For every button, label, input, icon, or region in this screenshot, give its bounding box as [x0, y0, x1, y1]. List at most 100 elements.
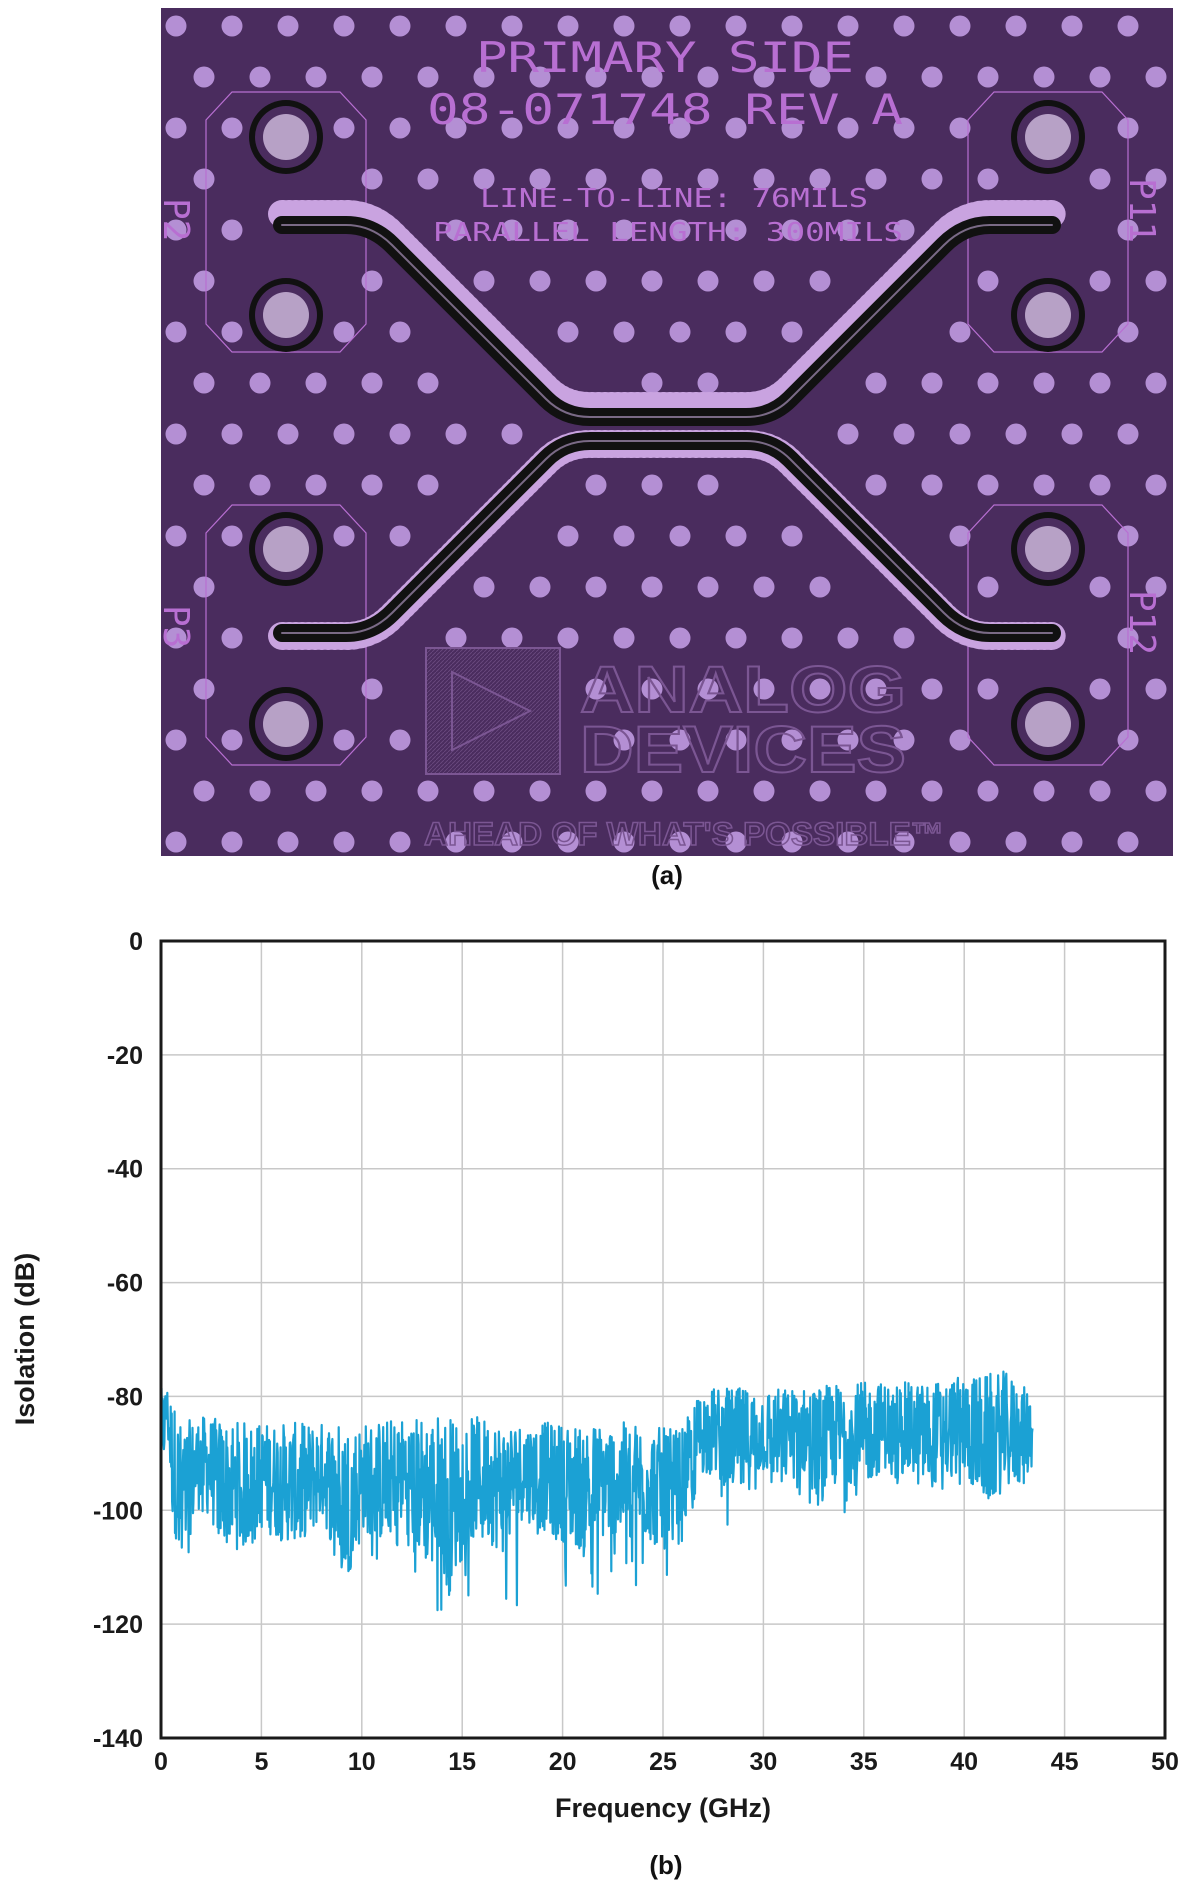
- port-label-p12: P12: [1121, 590, 1162, 655]
- via: [921, 168, 943, 190]
- via: [977, 474, 999, 496]
- via: [613, 627, 635, 649]
- pcb-note-line1: LINE-TO-LINE: 76MILS: [480, 184, 868, 214]
- via: [837, 729, 859, 751]
- via: [277, 15, 299, 37]
- via: [641, 576, 663, 598]
- via: [529, 168, 551, 190]
- via: [165, 423, 187, 445]
- via: [725, 831, 747, 853]
- via: [893, 729, 915, 751]
- via: [809, 678, 831, 700]
- via: [809, 270, 831, 292]
- via: [193, 678, 215, 700]
- y-tick-label: -120: [93, 1611, 143, 1639]
- via: [557, 321, 579, 343]
- via: [389, 15, 411, 37]
- via: [669, 831, 691, 853]
- via: [921, 678, 943, 700]
- via: [165, 15, 187, 37]
- port-outline-p11: [967, 91, 1129, 353]
- via: [893, 627, 915, 649]
- via: [165, 219, 187, 241]
- via: [1145, 372, 1167, 394]
- via: [1145, 678, 1167, 700]
- via: [165, 525, 187, 547]
- y-axis-label: Isolation (dB): [10, 1253, 40, 1425]
- via: [221, 117, 243, 139]
- via: [865, 372, 887, 394]
- via: [333, 117, 355, 139]
- y-tick-label: -80: [107, 1383, 143, 1411]
- via: [445, 117, 467, 139]
- via: [1033, 66, 1055, 88]
- via: [613, 525, 635, 547]
- via: [1117, 729, 1139, 751]
- via: [529, 576, 551, 598]
- via: [977, 66, 999, 88]
- via: [389, 117, 411, 139]
- via: [445, 423, 467, 445]
- via: [585, 168, 607, 190]
- via: [865, 678, 887, 700]
- x-tick-label: 15: [448, 1748, 476, 1776]
- via: [977, 270, 999, 292]
- via: [473, 780, 495, 802]
- via: [949, 321, 971, 343]
- via: [1089, 678, 1111, 700]
- hole-p3-top: [249, 512, 323, 586]
- via: [725, 117, 747, 139]
- via: [977, 780, 999, 802]
- via: [921, 780, 943, 802]
- adi-tagline: AHEAD OF WHAT'S POSSIBLE™: [424, 816, 944, 852]
- x-tick-label: 40: [950, 1748, 978, 1776]
- mounting-holes: [249, 100, 1085, 761]
- via: [361, 474, 383, 496]
- via: [501, 627, 523, 649]
- via: [613, 321, 635, 343]
- via: [1005, 423, 1027, 445]
- adi-logo-text-2: DEVICES: [580, 712, 906, 786]
- via: [893, 15, 915, 37]
- via: [473, 270, 495, 292]
- y-tick-label: -40: [107, 1156, 143, 1184]
- pcb-title-line1: PRIMARY SIDE: [476, 33, 854, 82]
- via: [333, 423, 355, 445]
- via: [473, 66, 495, 88]
- x-tick-label: 0: [154, 1748, 168, 1776]
- via: [641, 270, 663, 292]
- via: [249, 66, 271, 88]
- trace-bottom-edge: [281, 440, 1053, 634]
- via: [669, 219, 691, 241]
- via: [193, 474, 215, 496]
- via: [221, 831, 243, 853]
- port-label-p2: P2: [155, 198, 196, 241]
- via: [949, 525, 971, 547]
- via: [1089, 168, 1111, 190]
- x-tick-label: 10: [348, 1748, 376, 1776]
- via: [837, 15, 859, 37]
- x-tick-label: 5: [254, 1748, 268, 1776]
- via: [893, 423, 915, 445]
- y-tick-label: 0: [129, 928, 143, 956]
- via: [361, 780, 383, 802]
- via: [949, 729, 971, 751]
- via: [585, 66, 607, 88]
- via: [557, 117, 579, 139]
- plot-frame: [159, 939, 1167, 1740]
- via: [669, 15, 691, 37]
- via: [669, 525, 691, 547]
- via: [781, 117, 803, 139]
- via: [697, 576, 719, 598]
- via: [445, 627, 467, 649]
- port-outline-p3: [205, 504, 367, 766]
- via: [501, 831, 523, 853]
- via: [641, 66, 663, 88]
- via: [585, 270, 607, 292]
- port-outline-p2: [205, 91, 367, 353]
- via: [1117, 423, 1139, 445]
- via: [333, 15, 355, 37]
- via: [697, 66, 719, 88]
- via: [753, 270, 775, 292]
- via: [557, 219, 579, 241]
